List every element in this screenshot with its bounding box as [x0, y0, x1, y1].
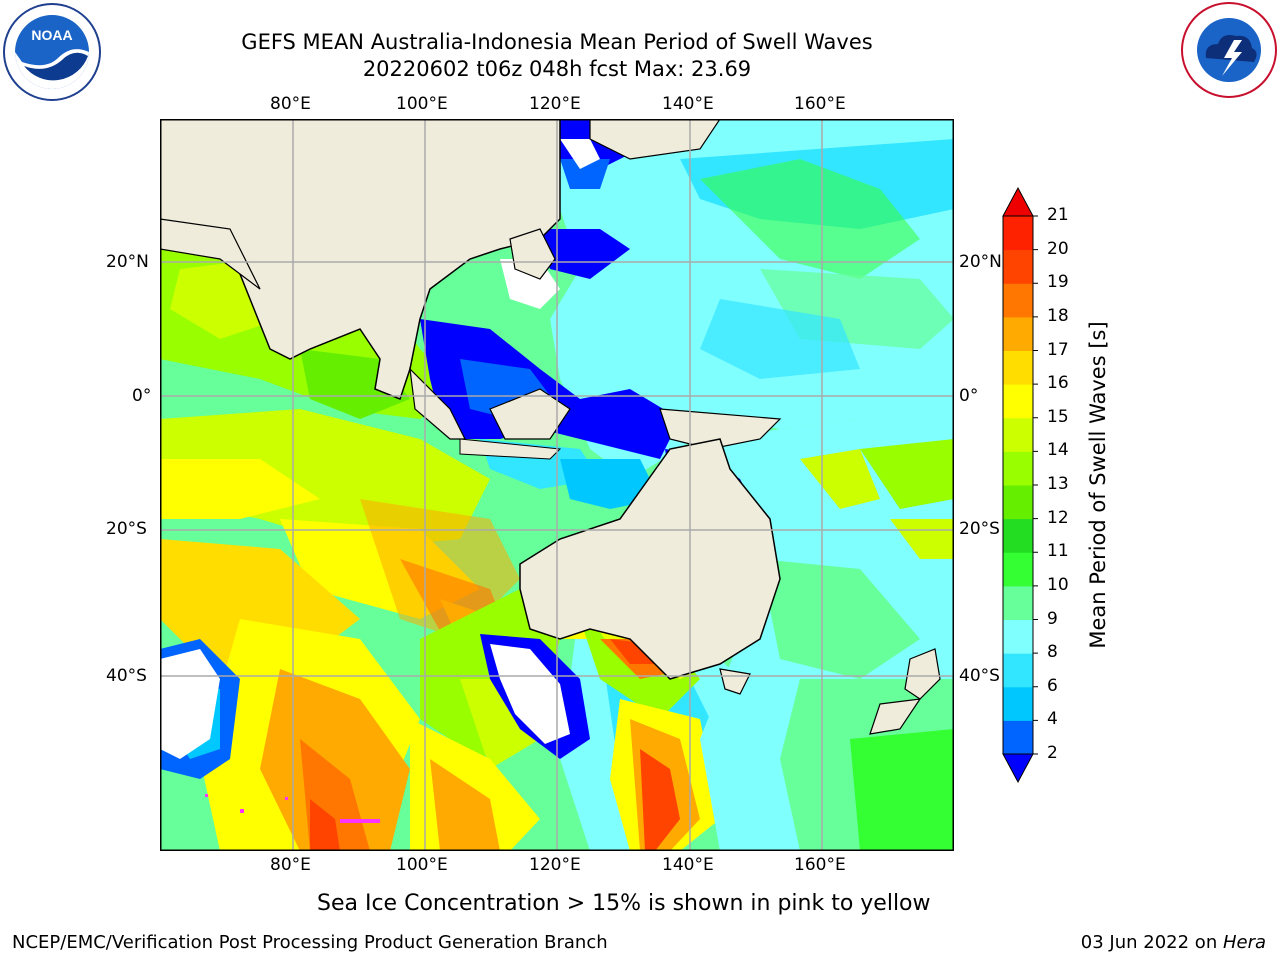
lat-tick-left: 40°S — [106, 666, 147, 686]
new-zealand-south — [869, 698, 922, 735]
colorbar-label: Mean Period of Swell Waves [s] — [1086, 321, 1110, 649]
colorbar-block — [1003, 417, 1033, 452]
lon-tick-bottom: 100°E — [396, 855, 448, 875]
colorbar-tick-label: 21 — [1047, 205, 1069, 225]
footer-credit: NCEP/EMC/Verification Post Processing Pr… — [12, 932, 608, 953]
lon-tick-bottom: 140°E — [662, 855, 714, 875]
map-frame — [160, 119, 954, 851]
colorbar-block — [1003, 585, 1033, 620]
swell-period-map — [160, 119, 954, 851]
new-zealand-north — [904, 648, 941, 700]
colorbar-tick-label: 16 — [1047, 373, 1069, 394]
noaa-logo: NOAA — [2, 2, 102, 102]
lon-tick-top: 120°E — [529, 94, 581, 114]
colorbar-block — [1003, 216, 1033, 251]
colorbar-tick-label: 14 — [1047, 440, 1069, 461]
colorbar-tick-label: 15 — [1047, 406, 1069, 427]
sea-ice-note: Sea Ice Concentration > 15% is shown in … — [317, 891, 931, 916]
colorbar-block — [1003, 552, 1033, 587]
lat-tick-left: 20°S — [106, 519, 147, 539]
colorbar-block — [1003, 451, 1033, 486]
australia — [519, 438, 781, 680]
lon-tick-top: 140°E — [662, 94, 714, 114]
lon-tick-top: 80°E — [270, 94, 311, 114]
colorbar-block — [1003, 518, 1033, 553]
colorbar-block — [1003, 485, 1033, 520]
colorbar-tick-label: 20 — [1047, 238, 1069, 259]
colorbar-tick-label: 6 — [1047, 675, 1058, 696]
lon-tick-bottom: 80°E — [270, 855, 311, 875]
footer-date: 03 Jun 2022 on Hera — [1081, 932, 1266, 953]
colorbar-tick-label: 13 — [1047, 474, 1069, 494]
lat-tick-right: 20°N — [959, 252, 1002, 272]
colorbar-extend-min — [1002, 753, 1034, 784]
lat-tick-right: 0° — [959, 386, 979, 406]
lon-tick-bottom: 160°E — [794, 855, 846, 875]
colorbar-block — [1003, 283, 1033, 318]
lon-tick-bottom: 120°E — [529, 855, 581, 875]
graticule — [160, 119, 954, 851]
colorbar-tick-label: 2 — [1047, 743, 1058, 763]
colorbar-tick-label: 19 — [1047, 272, 1069, 293]
colorbar-tick-label: 17 — [1047, 339, 1069, 360]
footer-host: Hera — [1222, 932, 1266, 953]
chart-title: GEFS MEAN Australia-Indonesia Mean Perio… — [241, 30, 873, 54]
colorbar-block — [1003, 316, 1033, 351]
colorbar-block — [1003, 720, 1033, 755]
lat-tick-left: 20°N — [106, 252, 149, 272]
colorbar-block — [1003, 653, 1033, 688]
colorbar-tick-label: 18 — [1047, 305, 1069, 326]
colorbar-block — [1003, 619, 1033, 654]
footer-date-text: 03 Jun 2022 on — [1080, 932, 1223, 953]
colorbar-tick-label: 11 — [1047, 541, 1069, 562]
lat-tick-left: 0° — [132, 386, 152, 406]
maritime-continent-low — [420, 319, 680, 459]
colorbar-block — [1003, 350, 1033, 385]
colorbar-tick-label: 10 — [1047, 574, 1069, 595]
lon-tick-top: 100°E — [396, 94, 448, 114]
colorbar-tick-label: 9 — [1047, 608, 1058, 629]
colorbar-tick-label: 4 — [1047, 709, 1058, 730]
colorbar-extend-max — [1002, 186, 1034, 217]
colorbar-block — [1003, 249, 1033, 284]
colorbar — [1002, 186, 1038, 784]
lat-tick-right: 40°S — [959, 666, 1000, 686]
colorbar-tick-label: 8 — [1047, 642, 1058, 663]
chart-subtitle: 20220602 t06z 048h fcst Max: 23.69 — [362, 57, 752, 81]
colorbar-tick-label: 12 — [1047, 507, 1069, 528]
nws-logo — [1178, 0, 1280, 100]
lon-tick-top: 160°E — [794, 94, 846, 114]
colorbar-block — [1003, 686, 1033, 721]
colorbar-block — [1003, 384, 1033, 419]
noaa-logo-text: NOAA — [31, 27, 72, 43]
lat-tick-right: 20°S — [959, 519, 1000, 539]
